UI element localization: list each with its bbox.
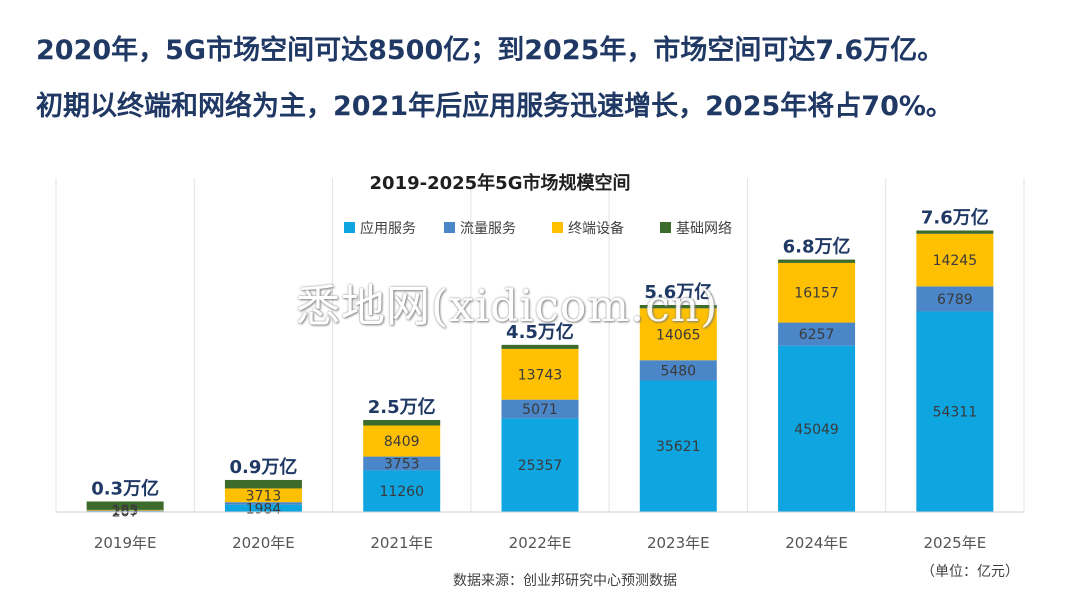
data-label-app: 1984 (246, 501, 282, 517)
unit-note: （单位：亿元） (921, 564, 1019, 580)
data-label-terminal: 185 (112, 503, 139, 519)
bar-segment-network (363, 419, 441, 426)
legend-swatch-terminal (552, 222, 563, 233)
bar-segment-terminal (778, 262, 856, 323)
legend-swatch-app (344, 222, 355, 233)
data-label-terminal: 8409 (384, 434, 420, 450)
total-label: 0.3万亿 (91, 477, 159, 499)
bar-segment-traffic (363, 456, 441, 471)
data-label-terminal: 14245 (933, 253, 978, 269)
x-axis-ticks: 2019年E 2020年E 2021年E 2022年E 2023年E 2024年E 2025… (94, 534, 986, 552)
watermark: 悉地网(xidicom.cn) (296, 281, 719, 332)
bar-segment-terminal (639, 308, 717, 361)
data-label-app: 35621 (656, 439, 701, 455)
x-tick-label: 2024年E (785, 534, 848, 552)
data-label-terminal: 16157 (794, 286, 839, 302)
data-label-app: 25357 (518, 458, 563, 474)
bar-segment-traffic (501, 399, 579, 419)
legend: 应用服务 流量服务 终端设备 基础网络 (344, 220, 732, 237)
headline-line-1: 2020年，5G市场空间可达8500亿；到2025年，市场空间可达7.6万亿。 (36, 35, 945, 66)
bar-segment-network (224, 479, 302, 489)
bar-segment-app (639, 380, 717, 512)
x-tick-label: 2020年E (232, 534, 295, 552)
legend-label-network: 基础网络 (676, 220, 732, 237)
data-label-traffic: 3753 (384, 456, 420, 472)
bar-segment-traffic (86, 510, 164, 512)
bar-segment-terminal (363, 425, 441, 457)
vertical-gridlines (55, 178, 1025, 512)
data-label-terminal: 14065 (656, 327, 701, 343)
bar-segment-terminal (501, 348, 579, 400)
data-label-app: 207 (112, 505, 139, 521)
chart-title: 2019-2025年5G市场规模空间 (370, 172, 631, 194)
data-label-app: 45049 (794, 422, 839, 438)
total-label: 0.9万亿 (229, 456, 297, 478)
legend-label-traffic: 流量服务 (460, 221, 516, 237)
bar-segment-app (501, 418, 579, 512)
bar-segment-network (639, 304, 717, 309)
data-label-terminal: 13743 (518, 367, 563, 383)
bars (86, 230, 994, 512)
headline-line-2: 初期以终端和网络为主，2021年后应用服务迅速增长，2025年将占70%。 (36, 91, 953, 122)
bar-segment-traffic (778, 322, 856, 346)
legend-label-app: 应用服务 (360, 220, 416, 237)
x-tick-label: 2021年E (370, 534, 433, 552)
bar-segment-network (501, 344, 579, 349)
data-label-app: 54311 (933, 405, 978, 421)
total-label: 7.6万亿 (921, 206, 989, 228)
bar-segment-traffic (224, 502, 302, 505)
total-label: 5.6万亿 (644, 281, 712, 303)
total-label: 6.8万亿 (783, 236, 851, 258)
source-note: 数据来源：创业邦研究中心预测数据 (453, 573, 677, 589)
bar-segment-network (778, 259, 856, 263)
bar-segment-traffic (639, 360, 717, 381)
total-labels: 0.3万亿 0.9万亿 2.5万亿 4.5万亿 5.6万亿 6.8万亿 7.6万亿 (91, 206, 989, 499)
data-label-traffic: 5480 (660, 363, 696, 379)
bar-segment-network (916, 230, 994, 234)
bar-segment-terminal (224, 488, 302, 503)
x-tick-label: 2025年E (924, 534, 987, 552)
legend-label-terminal: 终端设备 (568, 220, 624, 237)
data-label-traffic: 6789 (937, 292, 973, 308)
total-label: 4.5万亿 (506, 321, 574, 343)
legend-swatch-network (660, 222, 671, 233)
data-label-traffic: 6257 (799, 327, 835, 343)
x-tick-label: 2019年E (94, 534, 157, 552)
bar-segment-app (363, 470, 441, 512)
bar-segment-terminal (916, 233, 994, 287)
legend-swatch-traffic (444, 222, 455, 233)
bar-segment-app (778, 345, 856, 512)
bar-segment-app (224, 504, 302, 512)
data-label-terminal: 3713 (246, 488, 282, 504)
data-label-traffic: 5071 (522, 402, 558, 418)
x-tick-label: 2022年E (509, 534, 572, 552)
bar-segment-app (916, 311, 994, 512)
data-label-app: 11260 (379, 484, 424, 500)
bar-segment-network (86, 501, 164, 510)
x-tick-label: 2023年E (647, 534, 710, 552)
total-label: 2.5万亿 (368, 396, 436, 418)
bar-segment-traffic (916, 286, 994, 312)
bar-segment-terminal (86, 509, 164, 511)
